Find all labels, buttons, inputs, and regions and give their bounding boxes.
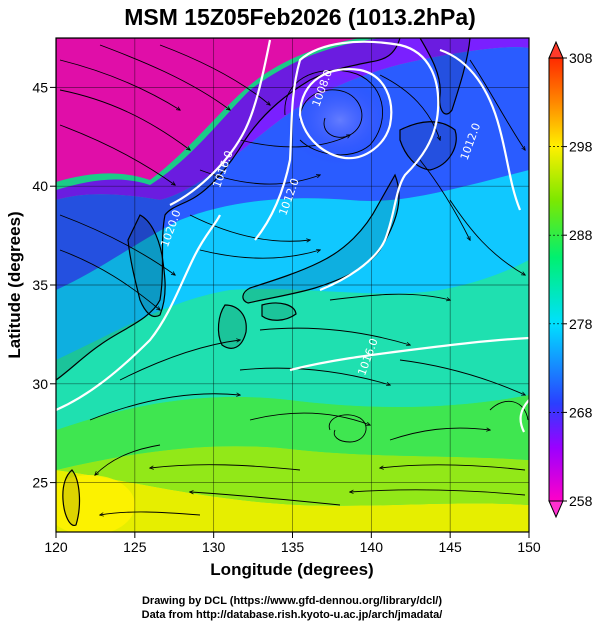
colorbar-tick-label: 278: [569, 316, 593, 332]
streamline: [379, 74, 440, 140]
temperature-band-cold-north: [56, 38, 360, 182]
x-tick-label: 130: [202, 539, 226, 555]
isobars: [56, 39, 529, 433]
korean-peninsula: [127, 214, 166, 318]
streamline: [259, 327, 410, 345]
warm-pocket-southwest: [56, 475, 135, 532]
streamline: [199, 169, 320, 185]
shikoku: [261, 302, 297, 321]
x-axis: 120 125 130 135 140 145 150: [44, 532, 541, 555]
streamline: [489, 400, 529, 421]
streamline: [59, 89, 190, 150]
isobar-1016-south: [289, 336, 529, 372]
sakhalin-coast: [419, 38, 471, 115]
y-axis-label: Latitude (degrees): [5, 211, 24, 358]
taiwan: [62, 469, 81, 526]
isobar-1020: [56, 214, 221, 412]
x-tick-label: 140: [360, 539, 384, 555]
colorbar-tick-label: 298: [569, 139, 593, 155]
isobar-1016-east: [519, 399, 529, 433]
streamline: [119, 340, 240, 381]
streamline: [419, 159, 470, 240]
kyushu: [217, 304, 247, 349]
streamline: [239, 135, 350, 148]
isobar-1008: [298, 68, 393, 160]
y-tick-label: 35: [32, 277, 48, 293]
streamline: [59, 214, 175, 275]
streamline: [95, 444, 161, 475]
streamline: [89, 394, 240, 421]
streamline: [159, 44, 270, 105]
y-tick-label: 40: [32, 178, 48, 194]
streamline: [328, 414, 367, 443]
low-pressure-cold-core: [285, 75, 395, 165]
y-tick-label: 30: [32, 376, 48, 392]
grid-lines: [56, 38, 529, 532]
colorbar-max-arrow: [548, 40, 564, 59]
y-tick-label: 45: [32, 79, 48, 95]
temperature-band-warm-south: [56, 470, 529, 532]
isobar-1012: [254, 40, 440, 292]
streamline: [199, 250, 320, 259]
streamline: [190, 492, 341, 506]
isobar-1012-east: [439, 48, 522, 211]
credit-data: Data from http://database.rish.kyoto-u.a…: [142, 609, 443, 621]
x-tick-label: 120: [44, 539, 68, 555]
streamline: [99, 44, 230, 110]
streamline: [299, 89, 363, 138]
colorbar-min-arrow: [548, 500, 564, 519]
streamline: [380, 464, 526, 471]
colorbar-tick-label: 268: [569, 404, 593, 420]
streamline: [389, 428, 490, 441]
streamline: [329, 293, 450, 300]
colorbar-ticks: 258 268 278 288 298 308: [549, 50, 593, 509]
streamline: [239, 367, 390, 385]
streamline: [59, 249, 160, 310]
isobar-1016: [169, 39, 272, 206]
y-tick-label: 25: [32, 475, 48, 491]
y-axis: 25 30 35 40 45: [32, 79, 56, 491]
asian-continent: [56, 38, 401, 381]
streamline: [284, 69, 383, 156]
streamline: [399, 359, 525, 395]
x-axis-label: Longitude (degrees): [210, 560, 373, 579]
streamline: [449, 199, 525, 275]
streamline: [350, 489, 526, 496]
map-title: MSM 15Z05Feb2026 (1013.2hPa): [124, 4, 476, 30]
x-tick-label: 145: [438, 539, 462, 555]
wind-streamlines: [59, 44, 529, 515]
colorbar-tick-label: 258: [569, 493, 593, 509]
x-tick-label: 125: [123, 539, 147, 555]
x-tick-label: 150: [517, 539, 541, 555]
colorbar: 258 268 278 288 298 308: [548, 40, 593, 519]
streamline: [189, 214, 310, 241]
x-tick-label: 135: [281, 539, 305, 555]
streamline: [469, 59, 525, 150]
streamline: [150, 464, 301, 471]
colorbar-tick-label: 308: [569, 50, 593, 66]
streamline: [100, 511, 201, 515]
colorbar-tick-label: 288: [569, 227, 593, 243]
streamline: [249, 412, 370, 425]
credit-drawing: Drawing by DCL (https://www.gfd-dennou.o…: [142, 595, 442, 607]
streamline: [59, 124, 175, 185]
streamline: [59, 59, 180, 110]
colorbar-ramp: [548, 57, 564, 502]
